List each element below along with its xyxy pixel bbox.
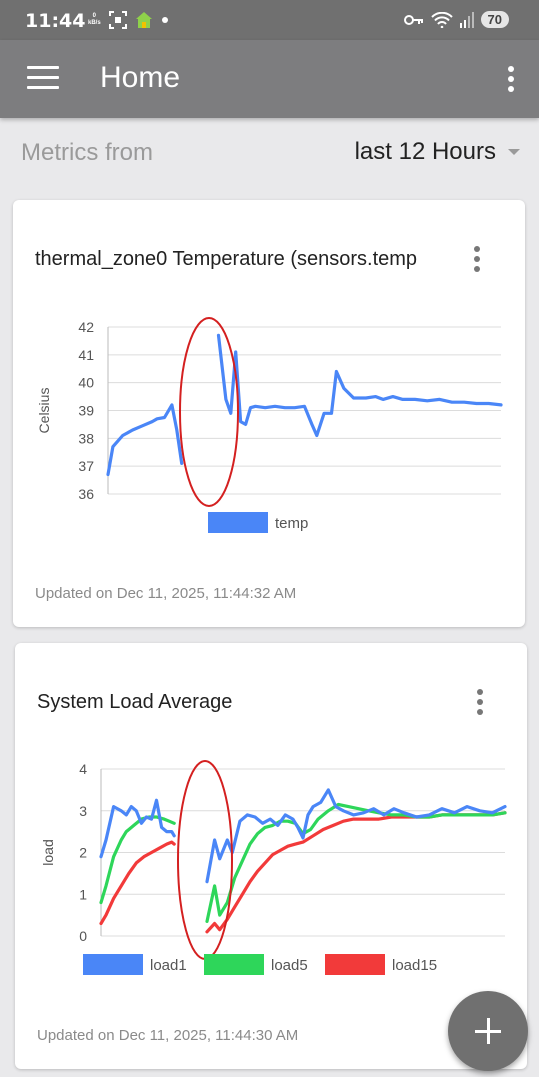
y-axis-label: Celsius — [36, 388, 52, 434]
y-tick-label: 0 — [79, 928, 87, 944]
add-metric-button[interactable] — [448, 991, 528, 1071]
y-tick-label: 38 — [78, 430, 94, 446]
network-speed-unit: kB/s — [88, 20, 101, 26]
time-range-value: last 12 Hours — [354, 138, 496, 165]
card-more-options-icon[interactable] — [472, 246, 482, 276]
wifi-icon — [430, 11, 453, 28]
y-axis-label: load — [40, 839, 56, 865]
legend-swatch-load15 — [325, 954, 385, 975]
home-app-icon — [135, 12, 152, 28]
dropdown-arrow-icon — [508, 149, 520, 155]
legend-swatch-load1 — [83, 954, 143, 975]
legend-swatch-load5 — [204, 954, 264, 975]
y-tick-label: 1 — [79, 886, 87, 902]
y-tick-label: 39 — [78, 403, 94, 419]
legend-label-temp: temp — [275, 515, 308, 532]
key-icon — [403, 14, 423, 25]
status-notification-icons: 0 kB/s — [88, 11, 169, 29]
status-bar: 11:44 0 kB/s — [0, 0, 539, 40]
y-tick-label: 41 — [78, 347, 94, 363]
temperature-chart: 42 41 40 39 38 37 36 Celsius temp — [36, 317, 503, 533]
legend-label-load5: load5 — [271, 957, 308, 974]
series-line-temp — [216, 333, 503, 438]
y-tick-label: 4 — [79, 761, 87, 777]
battery-indicator: 70 — [480, 11, 509, 28]
status-system-icons: 70 — [403, 11, 509, 28]
status-time: 11:44 — [25, 10, 86, 32]
overflow-menu-icon[interactable] — [507, 66, 515, 94]
series-line-load5 — [205, 802, 507, 923]
card-title: thermal_zone0 Temperature (sensors.temp — [35, 248, 418, 270]
network-speed-value: 0 — [92, 13, 97, 19]
annotation-ellipse — [177, 760, 233, 960]
app-bar: Home — [0, 40, 539, 118]
y-tick-label: 36 — [78, 486, 94, 502]
y-tick-label: 3 — [79, 803, 87, 819]
cellular-signal-icon — [459, 11, 474, 28]
screenshot-icon — [108, 11, 127, 29]
legend-swatch-temp — [208, 512, 268, 533]
system-load-chart: 4 3 2 1 0 load load1 load5 load15 — [40, 760, 507, 975]
updated-timestamp: Updated on Dec 11, 2025, 11:44:32 AM — [35, 585, 297, 602]
metrics-from-label: Metrics from — [21, 139, 153, 166]
hamburger-menu-icon[interactable] — [27, 66, 59, 92]
legend-label-load1: load1 — [150, 957, 187, 974]
system-load-chart-card[interactable]: System Load Average 4 3 2 1 0 load load1 load5 l… — [15, 643, 527, 1069]
legend-label-load15: load15 — [392, 957, 437, 974]
temperature-chart-card[interactable]: thermal_zone0 Temperature (sensors.temp … — [13, 200, 525, 627]
y-tick-label: 40 — [78, 375, 94, 391]
series-line-load15 — [99, 840, 176, 926]
series-line-temp — [106, 403, 184, 477]
annotation-ellipse — [179, 317, 239, 507]
notification-dot-icon — [161, 17, 168, 23]
page-title: Home — [100, 61, 181, 94]
series-line-load15 — [205, 811, 507, 934]
y-tick-label: 42 — [78, 319, 94, 335]
y-tick-label: 2 — [79, 845, 87, 861]
updated-timestamp: Updated on Dec 11, 2025, 11:44:30 AM — [37, 1027, 299, 1044]
series-line-load1 — [99, 798, 176, 859]
time-range-dropdown[interactable]: last 12 Hours — [355, 138, 520, 166]
y-tick-label: 37 — [78, 458, 94, 474]
card-title: System Load Average — [37, 691, 233, 713]
card-more-options-icon[interactable] — [475, 689, 485, 719]
series-line-load1 — [205, 788, 507, 884]
series-line-load5 — [99, 815, 176, 905]
network-speed-indicator: 0 kB/s — [88, 13, 101, 27]
